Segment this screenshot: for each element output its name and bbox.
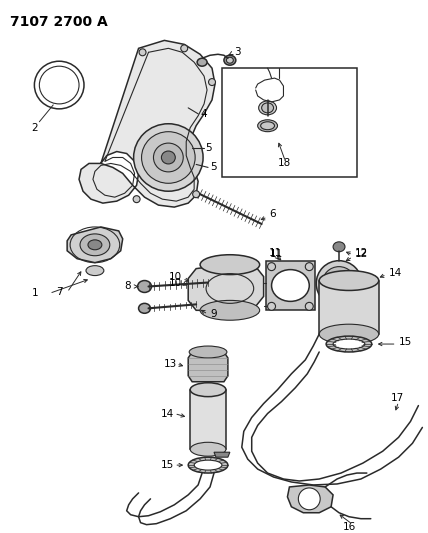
Ellipse shape bbox=[319, 324, 379, 344]
Ellipse shape bbox=[319, 271, 379, 290]
Ellipse shape bbox=[134, 124, 203, 191]
Ellipse shape bbox=[181, 45, 188, 52]
Ellipse shape bbox=[133, 196, 140, 203]
Ellipse shape bbox=[200, 301, 260, 320]
Ellipse shape bbox=[333, 339, 365, 349]
Polygon shape bbox=[188, 263, 264, 310]
Text: 16: 16 bbox=[343, 522, 356, 531]
Ellipse shape bbox=[190, 442, 226, 456]
Ellipse shape bbox=[259, 101, 276, 115]
Ellipse shape bbox=[161, 151, 175, 164]
Text: 15: 15 bbox=[160, 460, 174, 470]
Ellipse shape bbox=[305, 263, 313, 271]
Text: 7: 7 bbox=[56, 287, 63, 297]
Ellipse shape bbox=[188, 457, 228, 473]
Ellipse shape bbox=[139, 49, 146, 56]
Text: 5: 5 bbox=[205, 142, 212, 152]
Ellipse shape bbox=[322, 266, 356, 301]
Ellipse shape bbox=[189, 346, 227, 358]
Ellipse shape bbox=[200, 255, 260, 274]
Text: 14: 14 bbox=[160, 408, 174, 418]
Text: 14: 14 bbox=[389, 268, 402, 278]
Ellipse shape bbox=[224, 55, 236, 65]
Ellipse shape bbox=[139, 303, 151, 313]
Polygon shape bbox=[190, 390, 226, 449]
Ellipse shape bbox=[271, 270, 309, 301]
Ellipse shape bbox=[193, 191, 199, 198]
Ellipse shape bbox=[316, 261, 362, 306]
Polygon shape bbox=[214, 452, 230, 457]
Text: 7107 2700 A: 7107 2700 A bbox=[9, 14, 107, 29]
Ellipse shape bbox=[142, 132, 195, 183]
Ellipse shape bbox=[190, 383, 226, 397]
Polygon shape bbox=[319, 280, 379, 334]
Polygon shape bbox=[288, 485, 333, 513]
Ellipse shape bbox=[208, 78, 215, 85]
Text: 15: 15 bbox=[398, 337, 412, 347]
Polygon shape bbox=[266, 261, 315, 310]
Text: 6: 6 bbox=[270, 209, 276, 219]
Text: 9: 9 bbox=[210, 309, 217, 319]
Text: 18: 18 bbox=[277, 158, 291, 168]
Text: 12: 12 bbox=[355, 248, 368, 258]
Ellipse shape bbox=[226, 57, 233, 63]
Ellipse shape bbox=[88, 240, 102, 250]
Text: 1: 1 bbox=[31, 288, 38, 298]
Ellipse shape bbox=[305, 302, 313, 310]
Ellipse shape bbox=[330, 274, 348, 293]
Text: 12: 12 bbox=[355, 249, 368, 259]
Ellipse shape bbox=[333, 242, 345, 252]
Text: 3: 3 bbox=[234, 47, 241, 57]
Ellipse shape bbox=[197, 58, 207, 66]
Ellipse shape bbox=[261, 122, 274, 130]
Text: 5: 5 bbox=[210, 163, 217, 172]
Ellipse shape bbox=[262, 103, 273, 113]
Polygon shape bbox=[188, 352, 228, 382]
Ellipse shape bbox=[137, 280, 152, 293]
Ellipse shape bbox=[154, 143, 183, 172]
Text: 11: 11 bbox=[270, 249, 283, 259]
Bar bbox=[222, 68, 357, 177]
Ellipse shape bbox=[326, 336, 372, 352]
Ellipse shape bbox=[268, 263, 276, 271]
Ellipse shape bbox=[86, 265, 104, 276]
Text: 13: 13 bbox=[163, 359, 177, 369]
Ellipse shape bbox=[258, 120, 277, 132]
Ellipse shape bbox=[194, 460, 222, 470]
Ellipse shape bbox=[268, 302, 276, 310]
Text: 8: 8 bbox=[125, 281, 131, 292]
Text: 11: 11 bbox=[269, 248, 282, 258]
Text: 17: 17 bbox=[391, 393, 404, 402]
Text: 10: 10 bbox=[168, 278, 181, 287]
Text: 10: 10 bbox=[168, 272, 181, 281]
Polygon shape bbox=[79, 41, 215, 207]
Polygon shape bbox=[67, 227, 123, 263]
Ellipse shape bbox=[80, 234, 110, 256]
Text: 2: 2 bbox=[31, 123, 38, 133]
Text: 4: 4 bbox=[200, 109, 207, 119]
Ellipse shape bbox=[298, 488, 320, 510]
